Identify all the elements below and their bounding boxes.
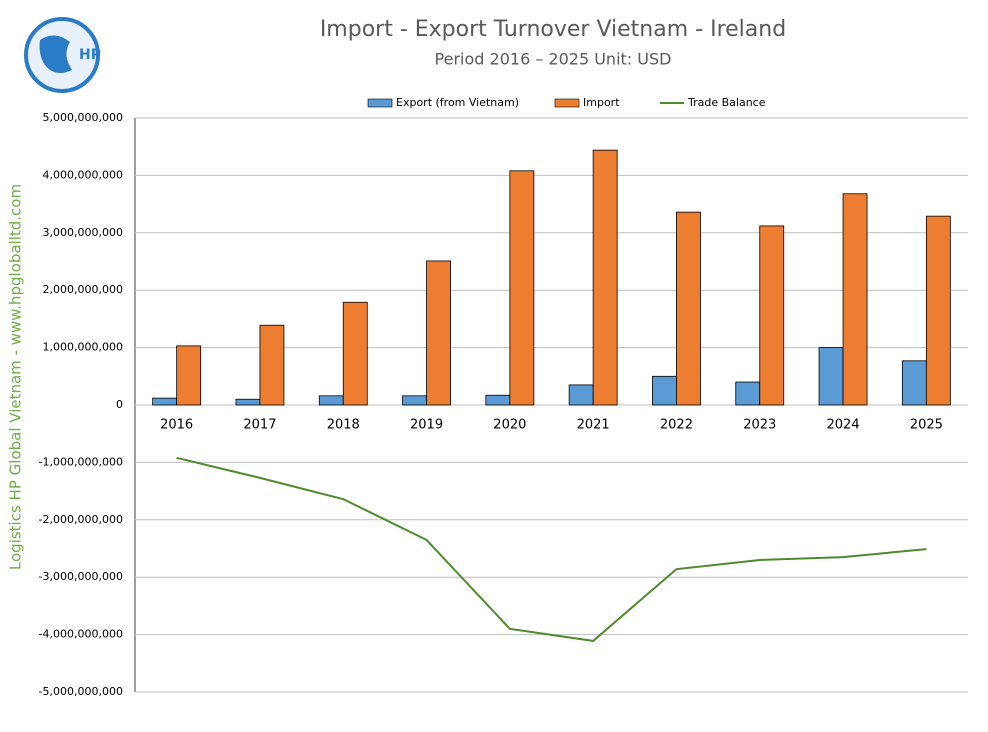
bar xyxy=(735,381,761,406)
chart-subtitle: Period 2016 – 2025 Unit: USD xyxy=(435,50,672,69)
y-tick-label: 5,000,000,000 xyxy=(43,111,123,124)
logo-land xyxy=(39,35,72,74)
x-tick-label: 2020 xyxy=(493,418,526,433)
legend-swatch xyxy=(554,98,580,108)
bar xyxy=(925,215,951,406)
bar xyxy=(652,375,677,406)
x-tick-label: 2019 xyxy=(410,418,443,433)
x-tick-label: 2022 xyxy=(660,418,693,433)
bar xyxy=(259,324,285,406)
x-tick-label: 2024 xyxy=(827,418,860,433)
watermark: Logistics HP Global Vietnam - www.hpglob… xyxy=(7,184,25,570)
y-tick-label: 4,000,000,000 xyxy=(43,168,123,181)
y-tick-label: -5,000,000,000 xyxy=(39,685,123,698)
legend-label: Import xyxy=(583,96,620,109)
bar xyxy=(509,170,535,406)
y-tick-label: -3,000,000,000 xyxy=(39,570,123,583)
x-tick-label: 2016 xyxy=(160,418,193,433)
x-tick-label: 2017 xyxy=(243,418,276,433)
y-tick-label: 0 xyxy=(116,398,123,411)
legend-label: Trade Balance xyxy=(687,96,766,109)
bar xyxy=(901,360,927,406)
bar xyxy=(426,260,451,406)
y-tick-label: 1,000,000,000 xyxy=(43,341,123,354)
bar xyxy=(592,149,618,406)
x-tick-label: 2023 xyxy=(743,418,776,433)
logo-text: HP xyxy=(79,47,101,63)
bar xyxy=(235,398,261,406)
chart-title: Import - Export Turnover Vietnam - Irela… xyxy=(320,17,786,42)
bar xyxy=(676,211,701,406)
y-tick-label: -2,000,000,000 xyxy=(39,513,123,526)
bar xyxy=(818,347,844,406)
legend-label: Export (from Vietnam) xyxy=(396,96,519,109)
legend-swatch xyxy=(367,98,393,108)
logo: HP xyxy=(24,17,101,93)
bar xyxy=(342,301,368,406)
bar xyxy=(176,345,202,406)
x-tick-label: 2018 xyxy=(327,418,360,433)
x-tick-label: 2021 xyxy=(577,418,610,433)
y-tick-label: -1,000,000,000 xyxy=(39,455,123,468)
x-tick-label: 2025 xyxy=(910,418,943,433)
bar xyxy=(759,225,785,406)
bar xyxy=(152,397,178,406)
y-tick-label: -4,000,000,000 xyxy=(39,628,123,641)
bar xyxy=(485,394,511,406)
y-tick-label: 3,000,000,000 xyxy=(43,226,123,239)
y-tick-label: 2,000,000,000 xyxy=(43,283,123,296)
line xyxy=(176,456,927,642)
bar xyxy=(568,384,594,406)
bar xyxy=(318,395,344,406)
bar xyxy=(842,193,868,406)
bar xyxy=(402,395,427,406)
